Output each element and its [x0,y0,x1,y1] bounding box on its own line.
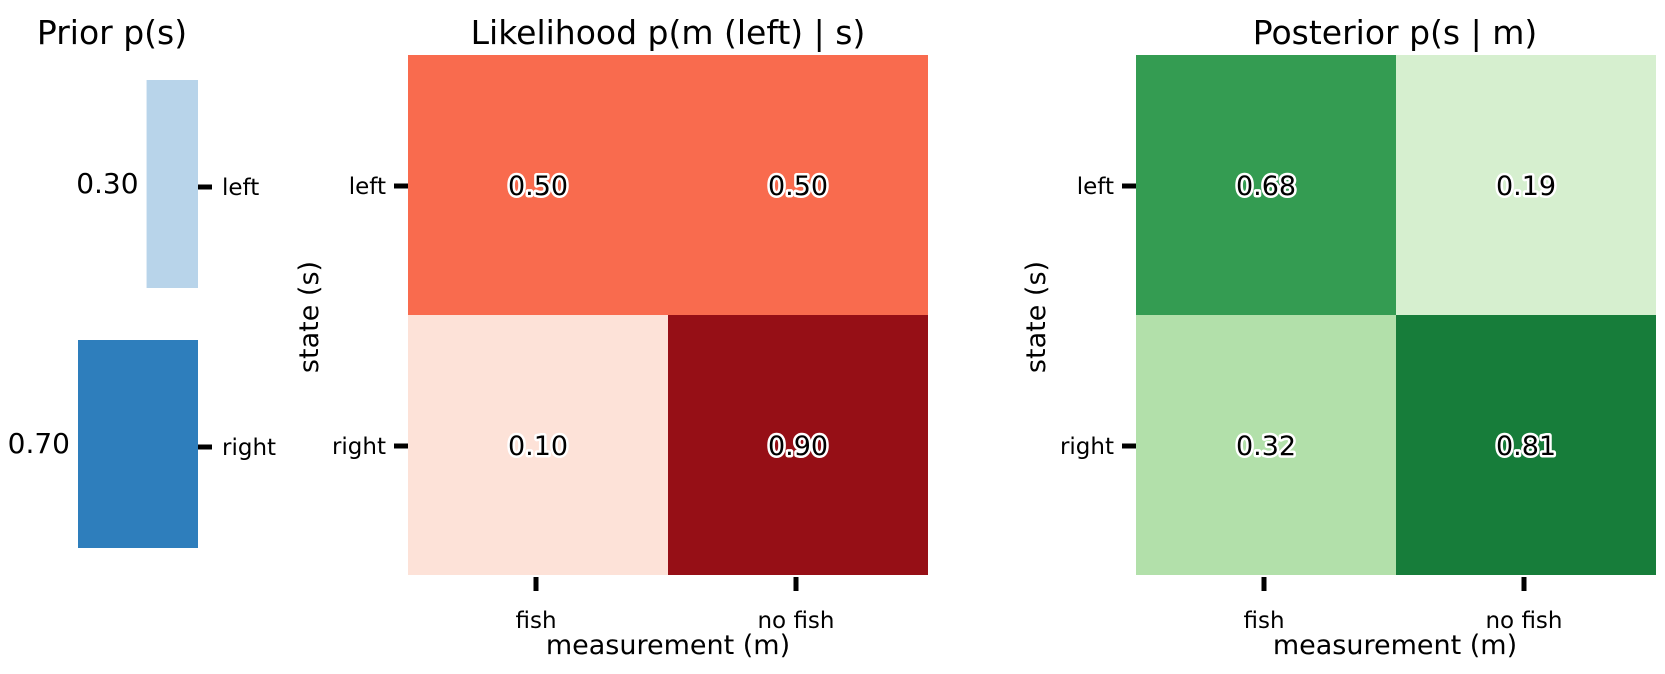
prior-tick-label: right [222,435,276,461]
prior-bar-left [146,80,198,288]
likelihood-xlabel: measurement (m) [546,630,790,661]
posterior-xtick-label: fish [1243,608,1284,634]
likelihood-cell-value: 0.10 [508,431,568,462]
likelihood-cell-value: 0.50 [508,171,568,202]
prior-panel: Prior p(s) 0.30 left 0.70 right [8,13,276,548]
posterior-cell [1396,55,1656,315]
posterior-cell-value: 0.32 [1236,431,1296,462]
likelihood-cell [408,55,668,315]
posterior-cell-value: 0.68 [1236,171,1296,202]
prior-title: Prior p(s) [37,13,187,52]
prior-tick-label: left [222,175,259,201]
posterior-panel: Posterior p(s | m) 0.68 0.19 0.32 0.81 left r… [1021,13,1656,661]
posterior-cell [1396,315,1656,575]
likelihood-xtick-label: no fish [757,608,834,634]
posterior-ylabel: state (s) [1021,261,1052,373]
posterior-cells: 0.68 0.19 0.32 0.81 left right fish no fish [1060,55,1656,634]
likelihood-ylabel: state (s) [294,261,325,373]
prior-value-label: 0.30 [76,167,138,200]
posterior-xtick-label: no fish [1485,608,1562,634]
posterior-cell [1136,55,1396,315]
likelihood-cell [668,55,928,315]
posterior-xlabel: measurement (m) [1273,630,1517,661]
likelihood-cells: 0.50 0.50 0.10 0.90 left right fish no fish [332,55,928,634]
posterior-ytick-label: right [1060,434,1114,460]
likelihood-cell [408,315,668,575]
likelihood-cell-value: 0.50 [768,171,828,202]
likelihood-panel: Likelihood p(m (left) | s) 0.50 0.500.10 0… [294,13,928,661]
posterior-cell-value: 0.19 [1496,171,1556,202]
posterior-ytick-label: left [1077,174,1114,200]
posterior-cell-value: 0.81 [1496,431,1556,462]
prior-bars: 0.30 left 0.70 right [8,80,276,548]
likelihood-cell-value: 0.90 [768,431,828,462]
posterior-title: Posterior p(s | m) [1253,13,1537,52]
likelihood-title: Likelihood p(m (left) | s) [471,13,866,52]
prior-value-label: 0.70 [8,427,70,460]
likelihood-xtick-label: fish [515,608,556,634]
likelihood-ytick-label: right [332,434,386,460]
likelihood-cell [668,315,928,575]
prior-bar-right [78,340,198,548]
likelihood-ytick-label: left [349,174,386,200]
posterior-cell [1136,315,1396,575]
